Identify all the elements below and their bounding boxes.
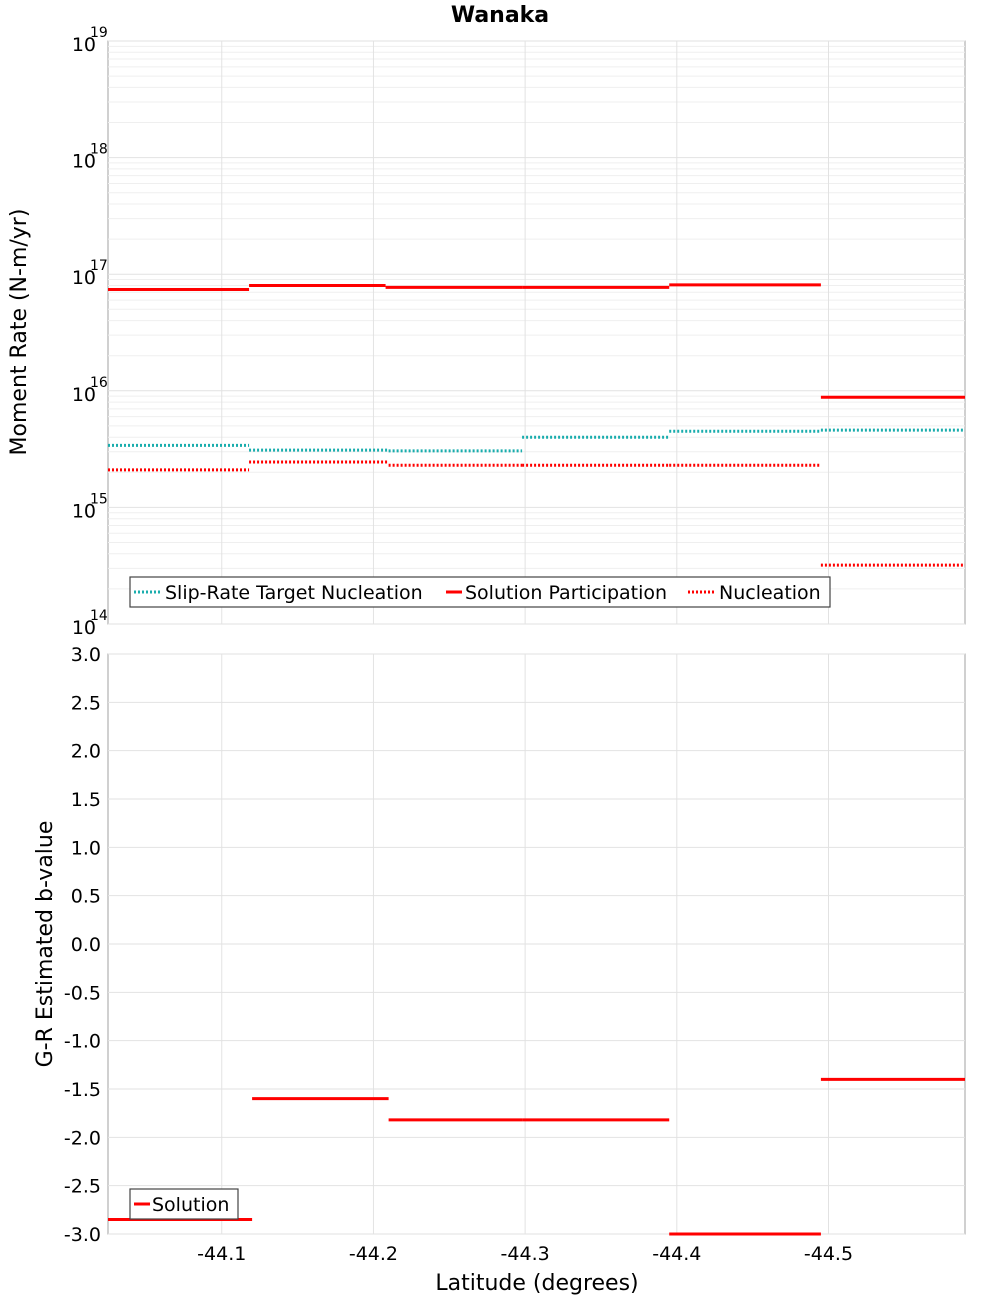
y-tick-label-exponent: 18 xyxy=(90,142,108,158)
x-tick-label: -44.4 xyxy=(652,1243,701,1265)
y-tick-label: 3.0 xyxy=(71,644,101,666)
legend-label-slip-rate-target: Slip-Rate Target Nucleation xyxy=(165,582,423,604)
b-value-grid xyxy=(108,653,965,1235)
moment-rate-series xyxy=(108,283,965,567)
x-tick-label: -44.1 xyxy=(197,1243,246,1265)
b-value-legend: Solution xyxy=(129,1188,239,1220)
x-axis-ticks: -44.1 -44.2 -44.3 -44.4 -44.5 xyxy=(197,1243,853,1265)
series-slip-rate-target-nucleation xyxy=(108,428,965,453)
x-tick-label: -44.5 xyxy=(804,1243,853,1265)
y-tick-label: -2.0 xyxy=(64,1127,101,1149)
y-tick-label: -0.5 xyxy=(64,982,101,1004)
moment-rate-plot-area xyxy=(107,40,966,625)
y-tick-label-base: 10 xyxy=(72,384,96,406)
y-tick-label-exponent: 14 xyxy=(90,608,108,624)
y-tick-label-base: 10 xyxy=(72,617,96,639)
moment-rate-y-axis-label: Moment Rate (N-m/yr) xyxy=(7,209,32,456)
b-value-y-axis-label: G-R Estimated b-value xyxy=(33,821,58,1068)
x-tick-label: -44.3 xyxy=(501,1243,550,1265)
b-value-panel: 3.0 2.5 2.0 1.5 1.0 0.5 0.0 -0.5 -1.0 -1.5 -2.0 -2.… xyxy=(33,644,966,1296)
y-tick-label-base: 10 xyxy=(72,34,96,56)
y-tick-label: 2.5 xyxy=(71,692,101,714)
y-tick-label-exponent: 19 xyxy=(90,25,108,41)
y-tick-label: -1.0 xyxy=(64,1031,101,1053)
legend-label-solution: Solution xyxy=(152,1194,229,1216)
y-tick-label: 0.5 xyxy=(71,886,101,908)
legend-label-solution-participation: Solution Participation xyxy=(465,582,667,604)
y-tick-label: 1.5 xyxy=(71,789,101,811)
y-tick-label: 1.0 xyxy=(71,837,101,859)
x-axis-label: Latitude (degrees) xyxy=(435,1271,638,1296)
moment-rate-legend: Slip-Rate Target Nucleation Solution Par… xyxy=(129,576,831,608)
x-tick-label: -44.2 xyxy=(349,1243,398,1265)
y-tick-label-base: 10 xyxy=(72,151,96,173)
chart-title: Wanaka xyxy=(451,3,549,28)
y-tick-label-exponent: 15 xyxy=(90,491,108,507)
moment-rate-grid xyxy=(108,40,965,625)
b-value-y-ticks: 3.0 2.5 2.0 1.5 1.0 0.5 0.0 -0.5 -1.0 -1.5 -2.0 -2.… xyxy=(64,644,101,1246)
y-tick-label-exponent: 17 xyxy=(90,258,108,274)
y-tick-label: -3.0 xyxy=(64,1224,101,1246)
y-tick-label: 0.0 xyxy=(71,934,101,956)
y-tick-label: 2.0 xyxy=(71,741,101,763)
series-solution-participation xyxy=(108,283,965,399)
legend-label-nucleation: Nucleation xyxy=(719,582,821,604)
y-tick-label-base: 10 xyxy=(72,267,96,289)
y-tick-label: -1.5 xyxy=(64,1079,101,1101)
y-tick-label-base: 10 xyxy=(72,500,96,522)
series-nucleation xyxy=(108,460,965,567)
y-tick-label: -2.5 xyxy=(64,1176,101,1198)
y-tick-label-exponent: 16 xyxy=(90,375,108,391)
